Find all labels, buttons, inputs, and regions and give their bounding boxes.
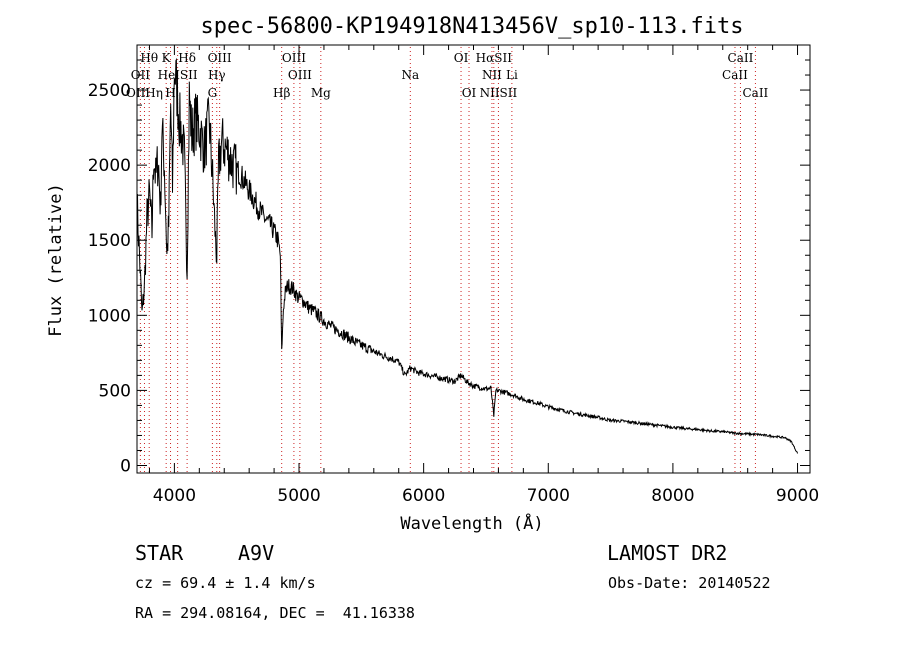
spectral-line-label: Na (401, 68, 419, 82)
y-tick-label: 0 (120, 456, 131, 476)
x-axis-label: Wavelength (Å) (400, 512, 543, 534)
spectrum-line (136, 57, 798, 454)
spectral-line-label: OIIHη (126, 86, 163, 100)
redshift-cz: cz = 69.4 ± 1.4 km/s (135, 574, 316, 592)
spectral-line-label: NII (482, 68, 502, 82)
spectral-line-label: Hδ (178, 51, 196, 65)
y-tick-label: 500 (99, 381, 131, 401)
x-tick-label: 6000 (402, 486, 445, 506)
x-tick-label: 7000 (527, 486, 570, 506)
spectral-line-label: Hθ (140, 51, 158, 65)
spectral-line-label: Mg (311, 86, 331, 100)
spectral-line-label: CaII (722, 68, 748, 82)
plot-frame (136, 44, 811, 474)
spectral-line-label: K (162, 51, 172, 65)
spectral-line-label: CaII (742, 86, 768, 100)
spectral-line-label: Li (506, 68, 518, 82)
spectral-line-label: OI (454, 51, 469, 65)
x-tick-label: 8000 (651, 486, 694, 506)
spectral-line-label: OIII (288, 68, 312, 82)
x-tick-label: 4000 (153, 486, 196, 506)
spectral-line-markers (139, 47, 756, 473)
spectral-line-label: OIII (282, 51, 306, 65)
object-class: STAR (135, 541, 184, 565)
spectral-line-label: OI (462, 86, 477, 100)
coordinates: RA = 294.08164, DEC = 41.16338 (135, 604, 415, 622)
spectral-line-label: Hγ (208, 68, 226, 82)
y-tick-label: 2000 (88, 156, 131, 176)
spectral-line-label: G (208, 86, 218, 100)
y-tick-label: 1500 (88, 231, 131, 251)
x-axis-ticks: 4000 5000 6000 7000 8000 9000 (148, 45, 819, 506)
object-subclass: A9V (238, 541, 275, 565)
spectrum-chart: spec-56800-KP194918N413456V_sp10-113.fit… (46, 14, 819, 534)
spectral-line-label: OIII (208, 51, 232, 65)
y-tick-label: 2500 (88, 81, 131, 101)
y-tick-label: 1000 (88, 306, 131, 326)
x-tick-label: 9000 (776, 486, 819, 506)
chart-title: spec-56800-KP194918N413456V_sp10-113.fit… (200, 14, 743, 39)
spectral-line-label: Hβ (273, 86, 290, 100)
y-axis-label: Flux (relative) (46, 183, 66, 337)
spectral-line-label: H (165, 86, 175, 100)
survey-name: LAMOST DR2 (607, 541, 728, 565)
y-axis-ticks: 0 500 1000 1500 2000 2500 (88, 59, 810, 476)
x-tick-label: 5000 (277, 486, 320, 506)
spectral-line-label: HαSII (476, 51, 513, 65)
obs-date: Obs-Date: 20140522 (608, 574, 771, 592)
spectral-line-label: NIISII (480, 86, 518, 100)
spectral-line-label: CaII (728, 51, 754, 65)
